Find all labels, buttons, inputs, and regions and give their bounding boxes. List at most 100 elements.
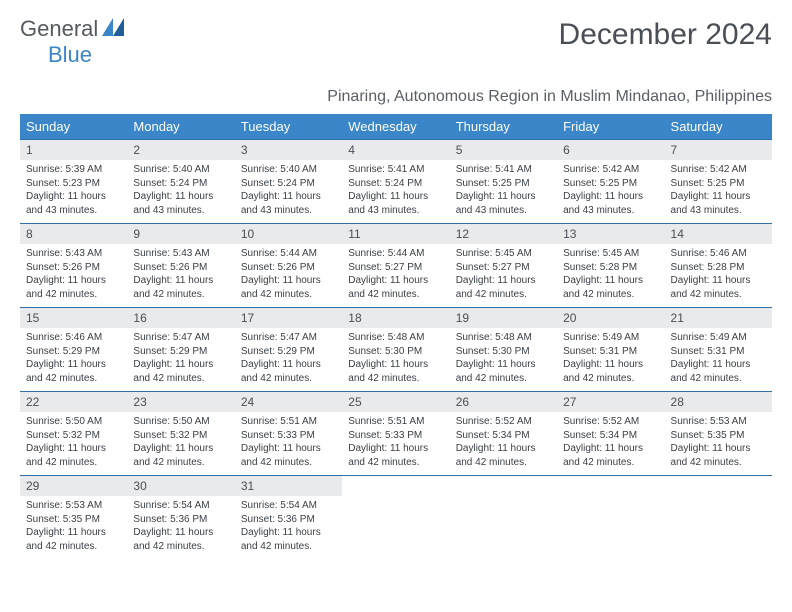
day-number: 14 [665, 224, 772, 244]
day-number: 9 [127, 224, 234, 244]
day-cell: 31Sunrise: 5:54 AMSunset: 5:36 PMDayligh… [235, 476, 342, 560]
day-cell: 3Sunrise: 5:40 AMSunset: 5:24 PMDaylight… [235, 140, 342, 224]
day-number: 31 [235, 476, 342, 496]
day-details: Sunrise: 5:41 AMSunset: 5:25 PMDaylight:… [450, 160, 557, 223]
day-cell: 23Sunrise: 5:50 AMSunset: 5:32 PMDayligh… [127, 392, 234, 476]
week-row: 22Sunrise: 5:50 AMSunset: 5:32 PMDayligh… [20, 392, 772, 476]
day-cell: 21Sunrise: 5:49 AMSunset: 5:31 PMDayligh… [665, 308, 772, 392]
day-cell: 24Sunrise: 5:51 AMSunset: 5:33 PMDayligh… [235, 392, 342, 476]
day-details: Sunrise: 5:51 AMSunset: 5:33 PMDaylight:… [235, 412, 342, 475]
day-cell [450, 476, 557, 560]
day-details: Sunrise: 5:51 AMSunset: 5:33 PMDaylight:… [342, 412, 449, 475]
day-details: Sunrise: 5:42 AMSunset: 5:25 PMDaylight:… [557, 160, 664, 223]
day-number: 18 [342, 308, 449, 328]
day-number: 17 [235, 308, 342, 328]
weekday-header-row: Sunday Monday Tuesday Wednesday Thursday… [20, 114, 772, 140]
day-number: 1 [20, 140, 127, 160]
brand-part2: Blue [48, 42, 792, 68]
day-number: 19 [450, 308, 557, 328]
brand-part1: General [20, 18, 98, 40]
day-number: 2 [127, 140, 234, 160]
day-details: Sunrise: 5:49 AMSunset: 5:31 PMDaylight:… [665, 328, 772, 391]
day-details: Sunrise: 5:41 AMSunset: 5:24 PMDaylight:… [342, 160, 449, 223]
weekday-header: Sunday [20, 114, 127, 140]
weekday-header: Thursday [450, 114, 557, 140]
day-cell: 27Sunrise: 5:52 AMSunset: 5:34 PMDayligh… [557, 392, 664, 476]
day-details: Sunrise: 5:43 AMSunset: 5:26 PMDaylight:… [20, 244, 127, 307]
day-cell: 28Sunrise: 5:53 AMSunset: 5:35 PMDayligh… [665, 392, 772, 476]
day-details: Sunrise: 5:49 AMSunset: 5:31 PMDaylight:… [557, 328, 664, 391]
day-cell: 6Sunrise: 5:42 AMSunset: 5:25 PMDaylight… [557, 140, 664, 224]
day-details: Sunrise: 5:48 AMSunset: 5:30 PMDaylight:… [450, 328, 557, 391]
day-number: 15 [20, 308, 127, 328]
day-details: Sunrise: 5:47 AMSunset: 5:29 PMDaylight:… [235, 328, 342, 391]
day-number: 25 [342, 392, 449, 412]
brand-logo: General [20, 18, 124, 40]
triangle-icon [102, 18, 124, 40]
day-number: 13 [557, 224, 664, 244]
weekday-header: Wednesday [342, 114, 449, 140]
day-number: 29 [20, 476, 127, 496]
day-details: Sunrise: 5:42 AMSunset: 5:25 PMDaylight:… [665, 160, 772, 223]
day-cell: 16Sunrise: 5:47 AMSunset: 5:29 PMDayligh… [127, 308, 234, 392]
day-number: 22 [20, 392, 127, 412]
day-cell: 18Sunrise: 5:48 AMSunset: 5:30 PMDayligh… [342, 308, 449, 392]
day-cell: 15Sunrise: 5:46 AMSunset: 5:29 PMDayligh… [20, 308, 127, 392]
day-details: Sunrise: 5:40 AMSunset: 5:24 PMDaylight:… [235, 160, 342, 223]
day-cell: 20Sunrise: 5:49 AMSunset: 5:31 PMDayligh… [557, 308, 664, 392]
day-number: 11 [342, 224, 449, 244]
day-cell: 12Sunrise: 5:45 AMSunset: 5:27 PMDayligh… [450, 224, 557, 308]
day-cell: 11Sunrise: 5:44 AMSunset: 5:27 PMDayligh… [342, 224, 449, 308]
day-details: Sunrise: 5:52 AMSunset: 5:34 PMDaylight:… [557, 412, 664, 475]
day-number: 12 [450, 224, 557, 244]
day-cell: 5Sunrise: 5:41 AMSunset: 5:25 PMDaylight… [450, 140, 557, 224]
week-row: 8Sunrise: 5:43 AMSunset: 5:26 PMDaylight… [20, 224, 772, 308]
day-details: Sunrise: 5:53 AMSunset: 5:35 PMDaylight:… [20, 496, 127, 559]
weekday-header: Monday [127, 114, 234, 140]
day-number: 30 [127, 476, 234, 496]
day-details: Sunrise: 5:50 AMSunset: 5:32 PMDaylight:… [20, 412, 127, 475]
day-number: 7 [665, 140, 772, 160]
week-row: 15Sunrise: 5:46 AMSunset: 5:29 PMDayligh… [20, 308, 772, 392]
day-details: Sunrise: 5:39 AMSunset: 5:23 PMDaylight:… [20, 160, 127, 223]
day-cell: 29Sunrise: 5:53 AMSunset: 5:35 PMDayligh… [20, 476, 127, 560]
day-cell: 7Sunrise: 5:42 AMSunset: 5:25 PMDaylight… [665, 140, 772, 224]
day-details: Sunrise: 5:53 AMSunset: 5:35 PMDaylight:… [665, 412, 772, 475]
day-details: Sunrise: 5:45 AMSunset: 5:28 PMDaylight:… [557, 244, 664, 307]
day-number: 6 [557, 140, 664, 160]
weekday-header: Friday [557, 114, 664, 140]
day-number: 3 [235, 140, 342, 160]
day-cell: 14Sunrise: 5:46 AMSunset: 5:28 PMDayligh… [665, 224, 772, 308]
location-text: Pinaring, Autonomous Region in Muslim Mi… [20, 88, 772, 106]
calendar-page: General December 2024 Blue Pinaring, Aut… [0, 0, 792, 569]
day-details: Sunrise: 5:54 AMSunset: 5:36 PMDaylight:… [235, 496, 342, 559]
day-number: 24 [235, 392, 342, 412]
day-details: Sunrise: 5:47 AMSunset: 5:29 PMDaylight:… [127, 328, 234, 391]
day-details: Sunrise: 5:54 AMSunset: 5:36 PMDaylight:… [127, 496, 234, 559]
day-details: Sunrise: 5:45 AMSunset: 5:27 PMDaylight:… [450, 244, 557, 307]
day-number: 20 [557, 308, 664, 328]
day-number: 4 [342, 140, 449, 160]
day-details: Sunrise: 5:43 AMSunset: 5:26 PMDaylight:… [127, 244, 234, 307]
day-cell: 1Sunrise: 5:39 AMSunset: 5:23 PMDaylight… [20, 140, 127, 224]
week-row: 29Sunrise: 5:53 AMSunset: 5:35 PMDayligh… [20, 476, 772, 560]
day-cell: 22Sunrise: 5:50 AMSunset: 5:32 PMDayligh… [20, 392, 127, 476]
day-number: 10 [235, 224, 342, 244]
day-details: Sunrise: 5:46 AMSunset: 5:28 PMDaylight:… [665, 244, 772, 307]
day-cell: 17Sunrise: 5:47 AMSunset: 5:29 PMDayligh… [235, 308, 342, 392]
day-cell: 26Sunrise: 5:52 AMSunset: 5:34 PMDayligh… [450, 392, 557, 476]
day-details: Sunrise: 5:40 AMSunset: 5:24 PMDaylight:… [127, 160, 234, 223]
day-cell [557, 476, 664, 560]
day-details: Sunrise: 5:44 AMSunset: 5:27 PMDaylight:… [342, 244, 449, 307]
day-cell [342, 476, 449, 560]
day-number: 26 [450, 392, 557, 412]
day-number: 16 [127, 308, 234, 328]
day-number: 21 [665, 308, 772, 328]
day-number: 23 [127, 392, 234, 412]
week-row: 1Sunrise: 5:39 AMSunset: 5:23 PMDaylight… [20, 140, 772, 224]
day-cell: 10Sunrise: 5:44 AMSunset: 5:26 PMDayligh… [235, 224, 342, 308]
day-number: 8 [20, 224, 127, 244]
day-details: Sunrise: 5:50 AMSunset: 5:32 PMDaylight:… [127, 412, 234, 475]
day-cell: 2Sunrise: 5:40 AMSunset: 5:24 PMDaylight… [127, 140, 234, 224]
day-details: Sunrise: 5:44 AMSunset: 5:26 PMDaylight:… [235, 244, 342, 307]
